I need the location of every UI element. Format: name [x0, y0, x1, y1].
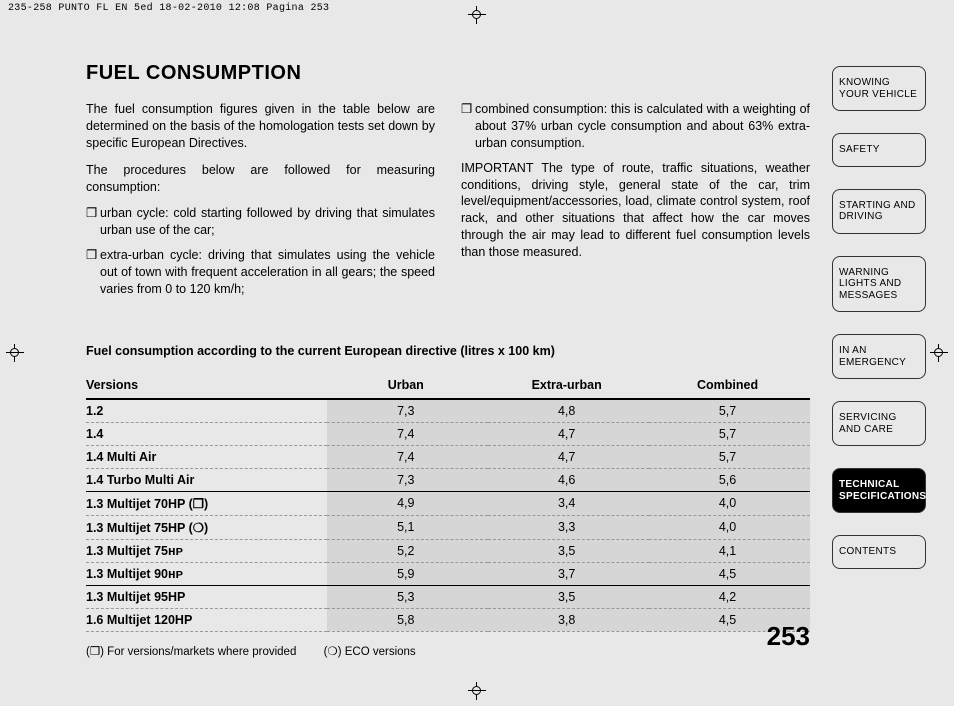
table-row: 1.3 Multijet 90ʜᴘ5,93,74,5 — [86, 562, 810, 585]
list-text: extra-urban cycle: driving that simulate… — [100, 248, 435, 296]
tab-warning-lights[interactable]: WARNING LIGHTS AND MESSAGES — [832, 256, 926, 313]
cell-urban: 5,3 — [327, 585, 488, 608]
tab-servicing[interactable]: SERVICING AND CARE — [832, 401, 926, 446]
cell-urban: 7,3 — [327, 468, 488, 491]
tab-starting-driving[interactable]: STARTING AND DRIVING — [832, 189, 926, 234]
cell-extra-urban: 3,4 — [488, 491, 649, 515]
cell-version: 1.4 Turbo Multi Air — [86, 468, 327, 491]
cell-combined: 4,0 — [649, 491, 810, 515]
table-row: 1.6 Multijet 120HP5,83,84,5 — [86, 608, 810, 631]
table-header-urban: Urban — [327, 372, 488, 399]
list-item: ❒urban cycle: cold starting followed by … — [86, 205, 435, 239]
cell-version: 1.3 Multijet 70HP (❒) — [86, 491, 327, 515]
footnotes: (❒) For versions/markets where provided … — [86, 644, 810, 658]
cell-urban: 5,9 — [327, 562, 488, 585]
cell-version: 1.3 Multijet 75ʜᴘ — [86, 539, 327, 562]
table-title: Fuel consumption according to the curren… — [86, 344, 810, 358]
registration-mark-bottom — [468, 682, 486, 700]
cell-extra-urban: 3,8 — [488, 608, 649, 631]
tab-knowing-vehicle[interactable]: KNOWING YOUR VEHICLE — [832, 66, 926, 111]
cell-combined: 5,7 — [649, 445, 810, 468]
registration-mark-left — [6, 344, 24, 362]
tab-contents[interactable]: CONTENTS — [832, 535, 926, 569]
cell-version: 1.2 — [86, 399, 327, 423]
cell-combined: 5,6 — [649, 468, 810, 491]
intro-paragraph-2: The procedures below are followed for me… — [86, 162, 435, 196]
page-title: FUEL CONSUMPTION — [86, 62, 810, 85]
cell-combined: 5,7 — [649, 399, 810, 423]
list-text: combined consumption: this is calculated… — [475, 102, 810, 150]
cell-version: 1.3 Multijet 95HP — [86, 585, 327, 608]
cell-version: 1.3 Multijet 75HP (❍) — [86, 515, 327, 539]
cell-extra-urban: 3,5 — [488, 585, 649, 608]
registration-mark-top — [468, 6, 486, 24]
cell-extra-urban: 4,6 — [488, 468, 649, 491]
crop-mark-header: 235-258 PUNTO FL EN 5ed 18-02-2010 12:08… — [8, 3, 329, 14]
cell-urban: 5,8 — [327, 608, 488, 631]
cell-extra-urban: 4,7 — [488, 422, 649, 445]
table-row: 1.3 Multijet 75HP (❍)5,13,34,0 — [86, 515, 810, 539]
column-right: ❒combined consumption: this is calculate… — [461, 101, 810, 306]
table-row: 1.27,34,85,7 — [86, 399, 810, 423]
important-paragraph: IMPORTANT The type of route, traffic sit… — [461, 160, 810, 261]
table-header-versions: Versions — [86, 372, 327, 399]
cell-extra-urban: 4,8 — [488, 399, 649, 423]
table-row: 1.3 Multijet 95HP5,33,54,2 — [86, 585, 810, 608]
table-row: 1.3 Multijet 75ʜᴘ5,23,54,1 — [86, 539, 810, 562]
cell-combined: 4,0 — [649, 515, 810, 539]
tab-technical-specs[interactable]: TECHNICAL SPECIFICATIONS — [832, 468, 926, 513]
cell-version: 1.4 — [86, 422, 327, 445]
cell-extra-urban: 3,3 — [488, 515, 649, 539]
fuel-consumption-table: Versions Urban Extra-urban Combined 1.27… — [86, 372, 810, 632]
cell-urban: 4,9 — [327, 491, 488, 515]
column-left: The fuel consumption figures given in th… — [86, 101, 435, 306]
cell-urban: 5,1 — [327, 515, 488, 539]
list-text: urban cycle: cold starting followed by d… — [100, 206, 435, 237]
two-column-text: The fuel consumption figures given in th… — [86, 101, 810, 306]
cell-extra-urban: 3,7 — [488, 562, 649, 585]
registration-mark-right — [930, 344, 948, 362]
table-row: 1.47,44,75,7 — [86, 422, 810, 445]
cell-extra-urban: 4,7 — [488, 445, 649, 468]
side-tabs: KNOWING YOUR VEHICLE SAFETY STARTING AND… — [832, 66, 926, 591]
table-row: 1.4 Multi Air7,44,75,7 — [86, 445, 810, 468]
cell-urban: 7,4 — [327, 445, 488, 468]
cell-urban: 7,4 — [327, 422, 488, 445]
table-row: 1.3 Multijet 70HP (❒)4,93,44,0 — [86, 491, 810, 515]
table-header-extra-urban: Extra-urban — [488, 372, 649, 399]
cell-urban: 7,3 — [327, 399, 488, 423]
cell-combined: 4,2 — [649, 585, 810, 608]
tab-safety[interactable]: SAFETY — [832, 133, 926, 167]
tab-emergency[interactable]: IN AN EMERGENCY — [832, 334, 926, 379]
cell-extra-urban: 3,5 — [488, 539, 649, 562]
page-number: 253 — [767, 621, 810, 652]
cell-combined: 5,7 — [649, 422, 810, 445]
list-item: ❒combined consumption: this is calculate… — [461, 101, 810, 152]
intro-paragraph-1: The fuel consumption figures given in th… — [86, 101, 435, 152]
cell-combined: 4,5 — [649, 562, 810, 585]
cell-version: 1.3 Multijet 90ʜᴘ — [86, 562, 327, 585]
cell-version: 1.6 Multijet 120HP — [86, 608, 327, 631]
table-header-combined: Combined — [649, 372, 810, 399]
cell-combined: 4,1 — [649, 539, 810, 562]
footnote-1: (❒) For versions/markets where provided — [86, 646, 296, 658]
page-content: FUEL CONSUMPTION The fuel consumption fi… — [86, 62, 810, 658]
list-item: ❒extra-urban cycle: driving that simulat… — [86, 247, 435, 298]
cell-version: 1.4 Multi Air — [86, 445, 327, 468]
footnote-2: (❍) ECO versions — [324, 646, 416, 658]
cell-urban: 5,2 — [327, 539, 488, 562]
table-row: 1.4 Turbo Multi Air7,34,65,6 — [86, 468, 810, 491]
